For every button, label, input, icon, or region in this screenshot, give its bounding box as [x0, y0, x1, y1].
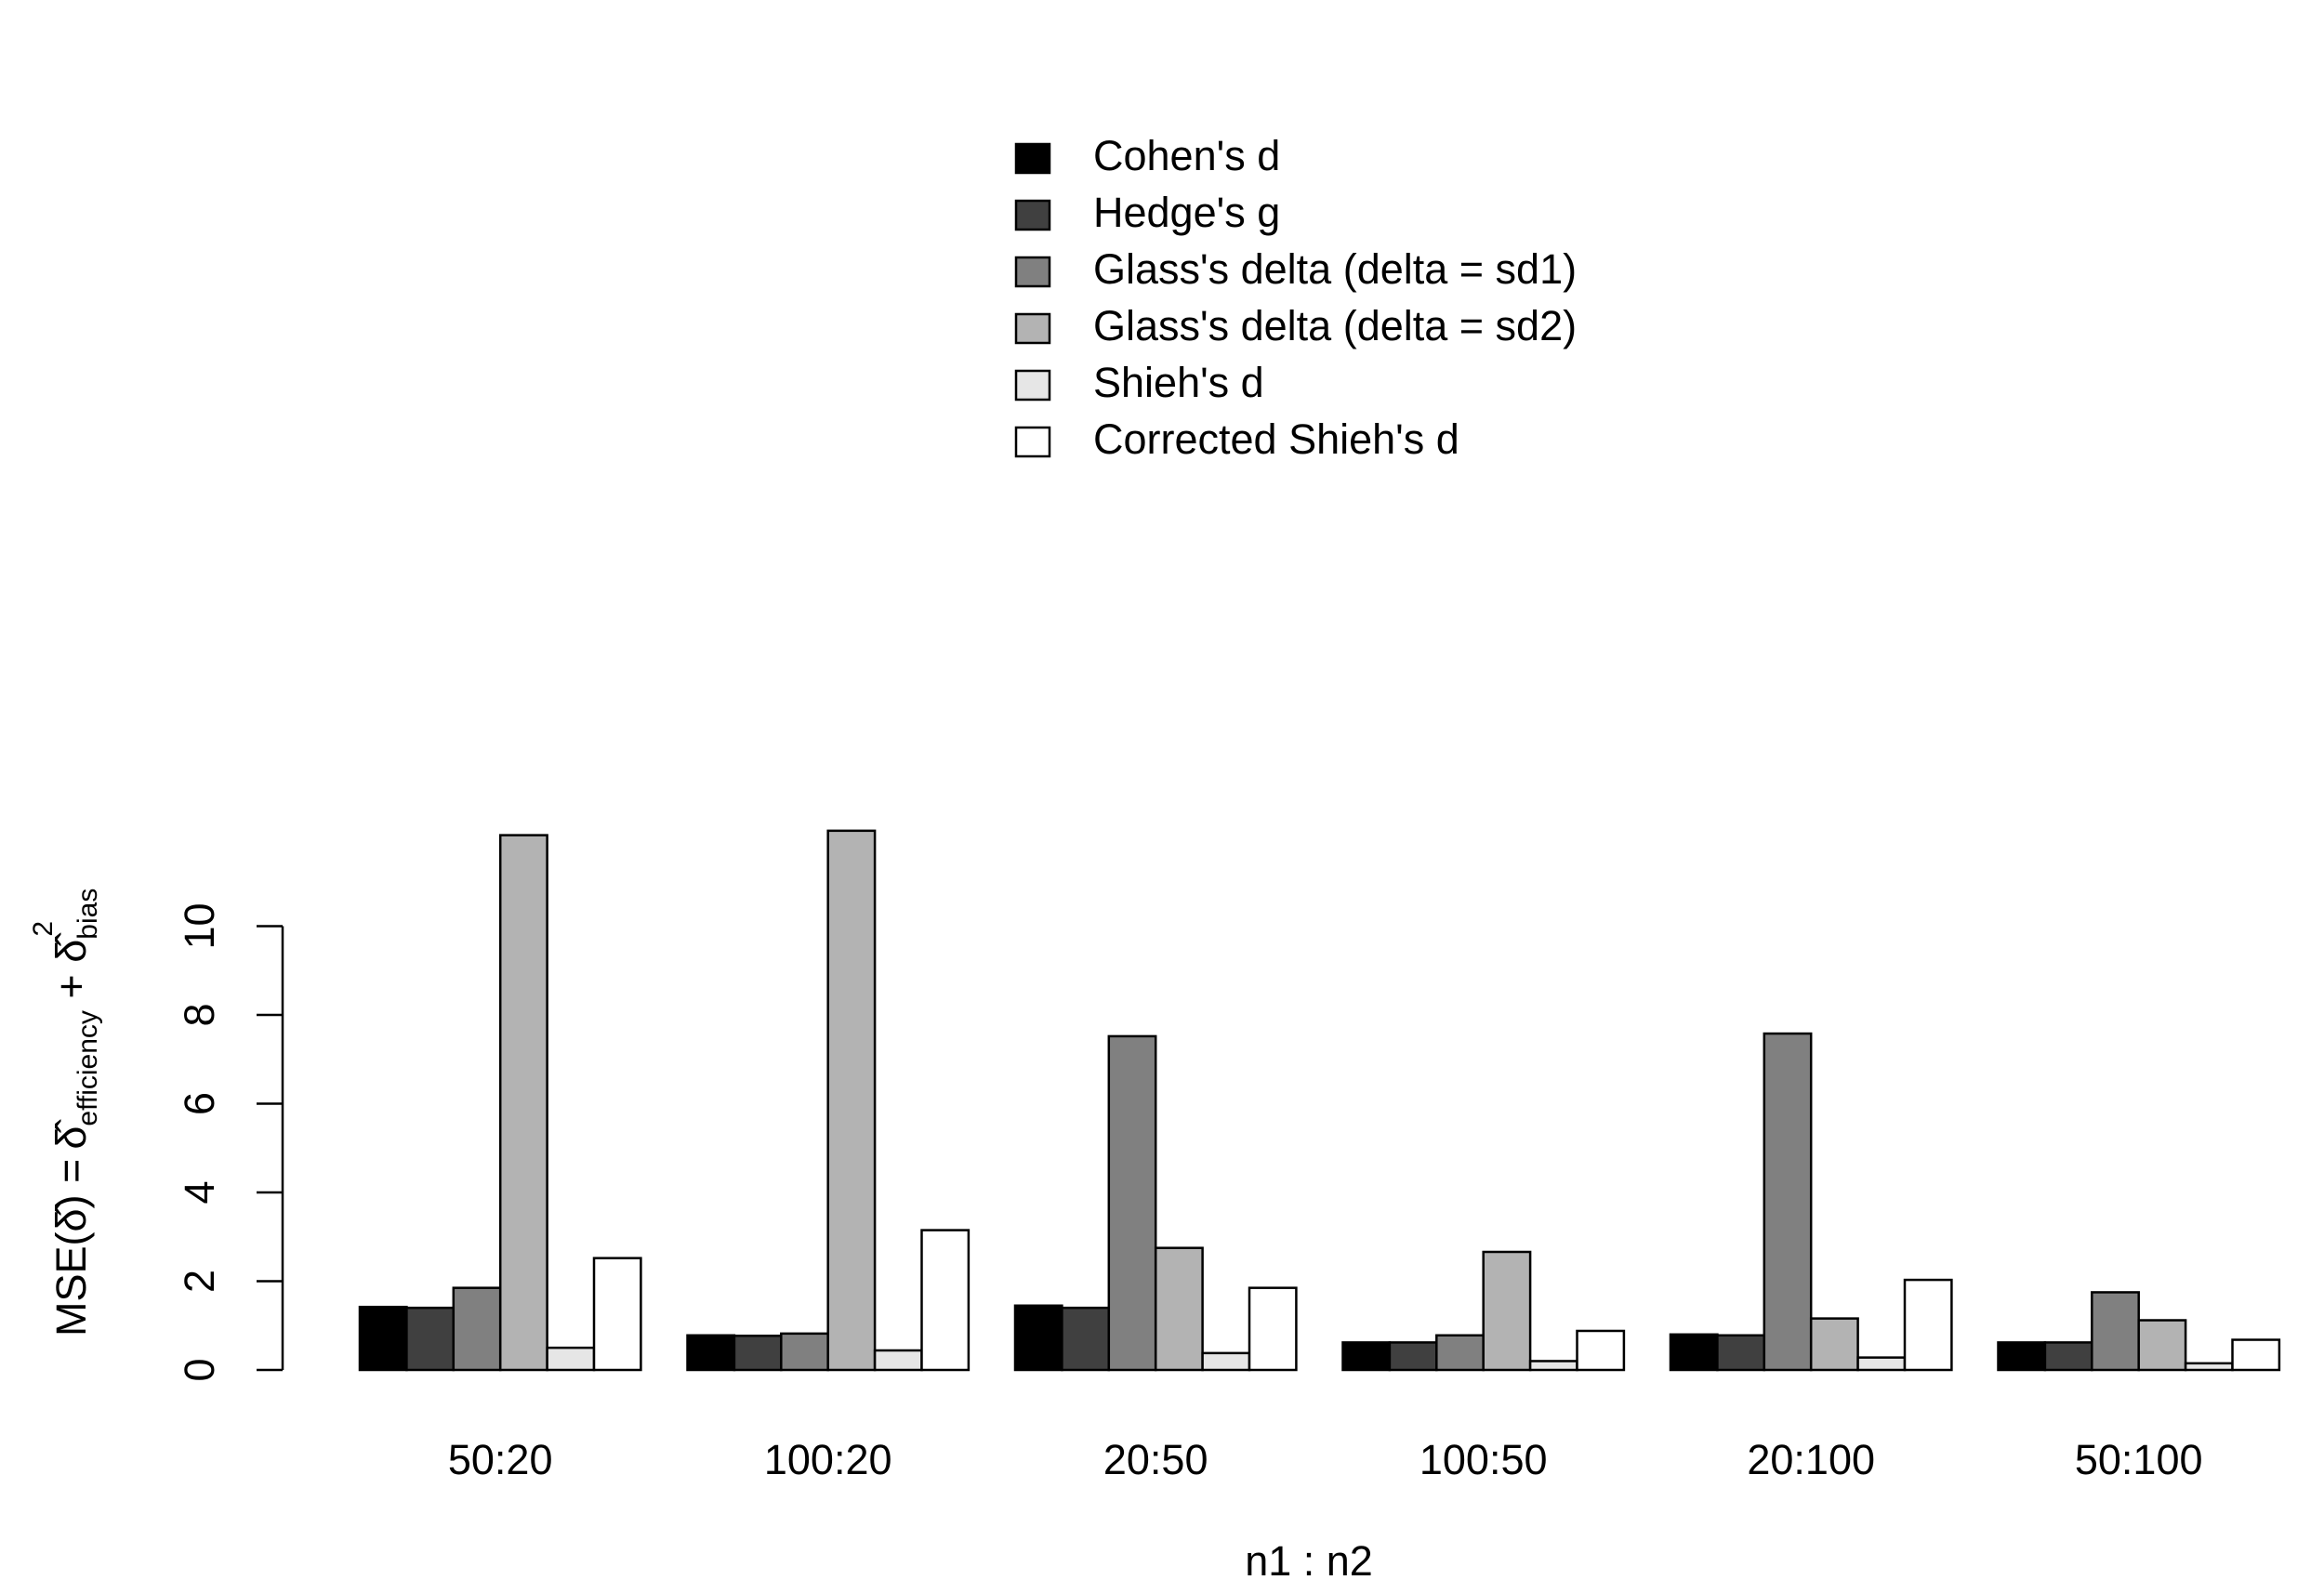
y-title-sub-bias: bias [73, 889, 103, 940]
legend-swatch-0 [1014, 142, 1051, 175]
y-title-sub-efficiency: efficiency [73, 1010, 103, 1126]
bars [358, 829, 2281, 1372]
legend-label-1: Hedge's g [1093, 189, 1280, 236]
y-title-plus: + [47, 963, 95, 1010]
x-tick-label-0: 50:20 [448, 1436, 553, 1483]
y-tick-label-3: 6 [176, 1092, 223, 1115]
bar-50-20-series-2 [452, 1286, 502, 1372]
bar-20-100-series-2 [1763, 1032, 1813, 1372]
legend-swatch-4 [1014, 369, 1051, 402]
bar-20-100-series-3 [1809, 1317, 1859, 1372]
y-tick-label-5: 10 [176, 902, 223, 949]
legend-label-4: Shieh's d [1093, 359, 1264, 406]
bar-100-50-series-1 [1388, 1341, 1438, 1372]
legend-label-3: Glass's delta (delta = sd2) [1093, 302, 1577, 349]
bar-20-50-series-0 [1013, 1304, 1063, 1372]
bar-50-100-series-3 [2137, 1319, 2187, 1372]
bar-20-50-series-3 [1154, 1246, 1204, 1372]
bar-100-20-series-0 [686, 1334, 736, 1372]
bar-20-50-series-4 [1201, 1351, 1251, 1372]
y-tick-label-1: 2 [176, 1270, 223, 1293]
bar-20-50-series-2 [1107, 1034, 1157, 1372]
bar-50-100-series-1 [2043, 1341, 2093, 1372]
bar-50-100-series-5 [2231, 1338, 2281, 1372]
bar-20-100-series-4 [1856, 1356, 1907, 1372]
bar-50-20-series-4 [546, 1346, 596, 1372]
bar-100-20-series-4 [873, 1349, 923, 1372]
bar-100-50-series-4 [1528, 1360, 1578, 1372]
legend: Cohen's d Hedge's g Glass's delta (delta =… [1014, 132, 1577, 463]
x-axis-labels: 50:20 100:20 20:50 100:50 20:100 50:100 [448, 1436, 2203, 1483]
bar-100-50-series-0 [1341, 1341, 1392, 1372]
bar-20-50-series-1 [1061, 1306, 1111, 1372]
x-tick-label-4: 20:100 [1747, 1436, 1875, 1483]
y-title-mid: ) = [47, 1159, 95, 1209]
bar-20-100-series-0 [1669, 1333, 1719, 1372]
bar-50-100-series-2 [2091, 1291, 2140, 1372]
bar-50-20-series-0 [358, 1305, 408, 1372]
bar-50-100-series-0 [1997, 1341, 2047, 1372]
x-tick-label-1: 100:20 [764, 1436, 892, 1483]
y-axis: 0 2 4 6 8 10 [176, 902, 284, 1382]
bar-100-50-series-5 [1576, 1329, 1626, 1372]
bar-100-20-series-2 [780, 1332, 829, 1372]
x-tick-label-5: 50:100 [2075, 1436, 2203, 1483]
bar-50-20-series-5 [592, 1257, 642, 1372]
svg-text:MSE(δ̂) =δ̂efficiency + δ̂bias: MSE(δ̂) =δ̂efficiency + δ̂bias2 [28, 889, 103, 1336]
x-tick-label-2: 20:50 [1103, 1436, 1208, 1483]
y-title-sup-2: 2 [28, 921, 59, 937]
bar-100-50-series-3 [1482, 1250, 1532, 1372]
bar-100-20-series-3 [826, 829, 877, 1372]
bar-100-20-series-1 [733, 1334, 783, 1372]
bar-50-100-series-4 [2184, 1362, 2234, 1372]
legend-swatch-2 [1014, 256, 1051, 288]
x-tick-label-3: 100:50 [1419, 1436, 1548, 1483]
y-tick-label-0: 0 [176, 1358, 223, 1381]
legend-label-2: Glass's delta (delta = sd1) [1093, 245, 1577, 293]
legend-swatch-3 [1014, 312, 1051, 345]
bar-50-20-series-3 [498, 834, 548, 1372]
bar-20-50-series-5 [1248, 1286, 1298, 1372]
y-title-mse: MSE( [47, 1231, 95, 1336]
bar-20-100-series-1 [1716, 1334, 1766, 1372]
legend-label-0: Cohen's d [1093, 132, 1280, 179]
y-tick-label-4: 8 [176, 1003, 223, 1026]
bar-100-20-series-5 [920, 1229, 971, 1372]
bar-20-100-series-5 [1903, 1278, 1953, 1372]
bar-50-20-series-1 [405, 1306, 456, 1372]
y-tick-label-2: 4 [176, 1180, 223, 1204]
legend-swatch-5 [1014, 426, 1051, 458]
legend-swatch-1 [1014, 199, 1051, 231]
bar-100-50-series-2 [1435, 1334, 1485, 1372]
y-axis-title: MSE(δ̂) =δ̂efficiency + δ̂bias2 [28, 889, 103, 1336]
legend-label-5: Corrected Shieh's d [1093, 415, 1459, 463]
x-axis-title: n1 : n2 [1245, 1537, 1373, 1580]
